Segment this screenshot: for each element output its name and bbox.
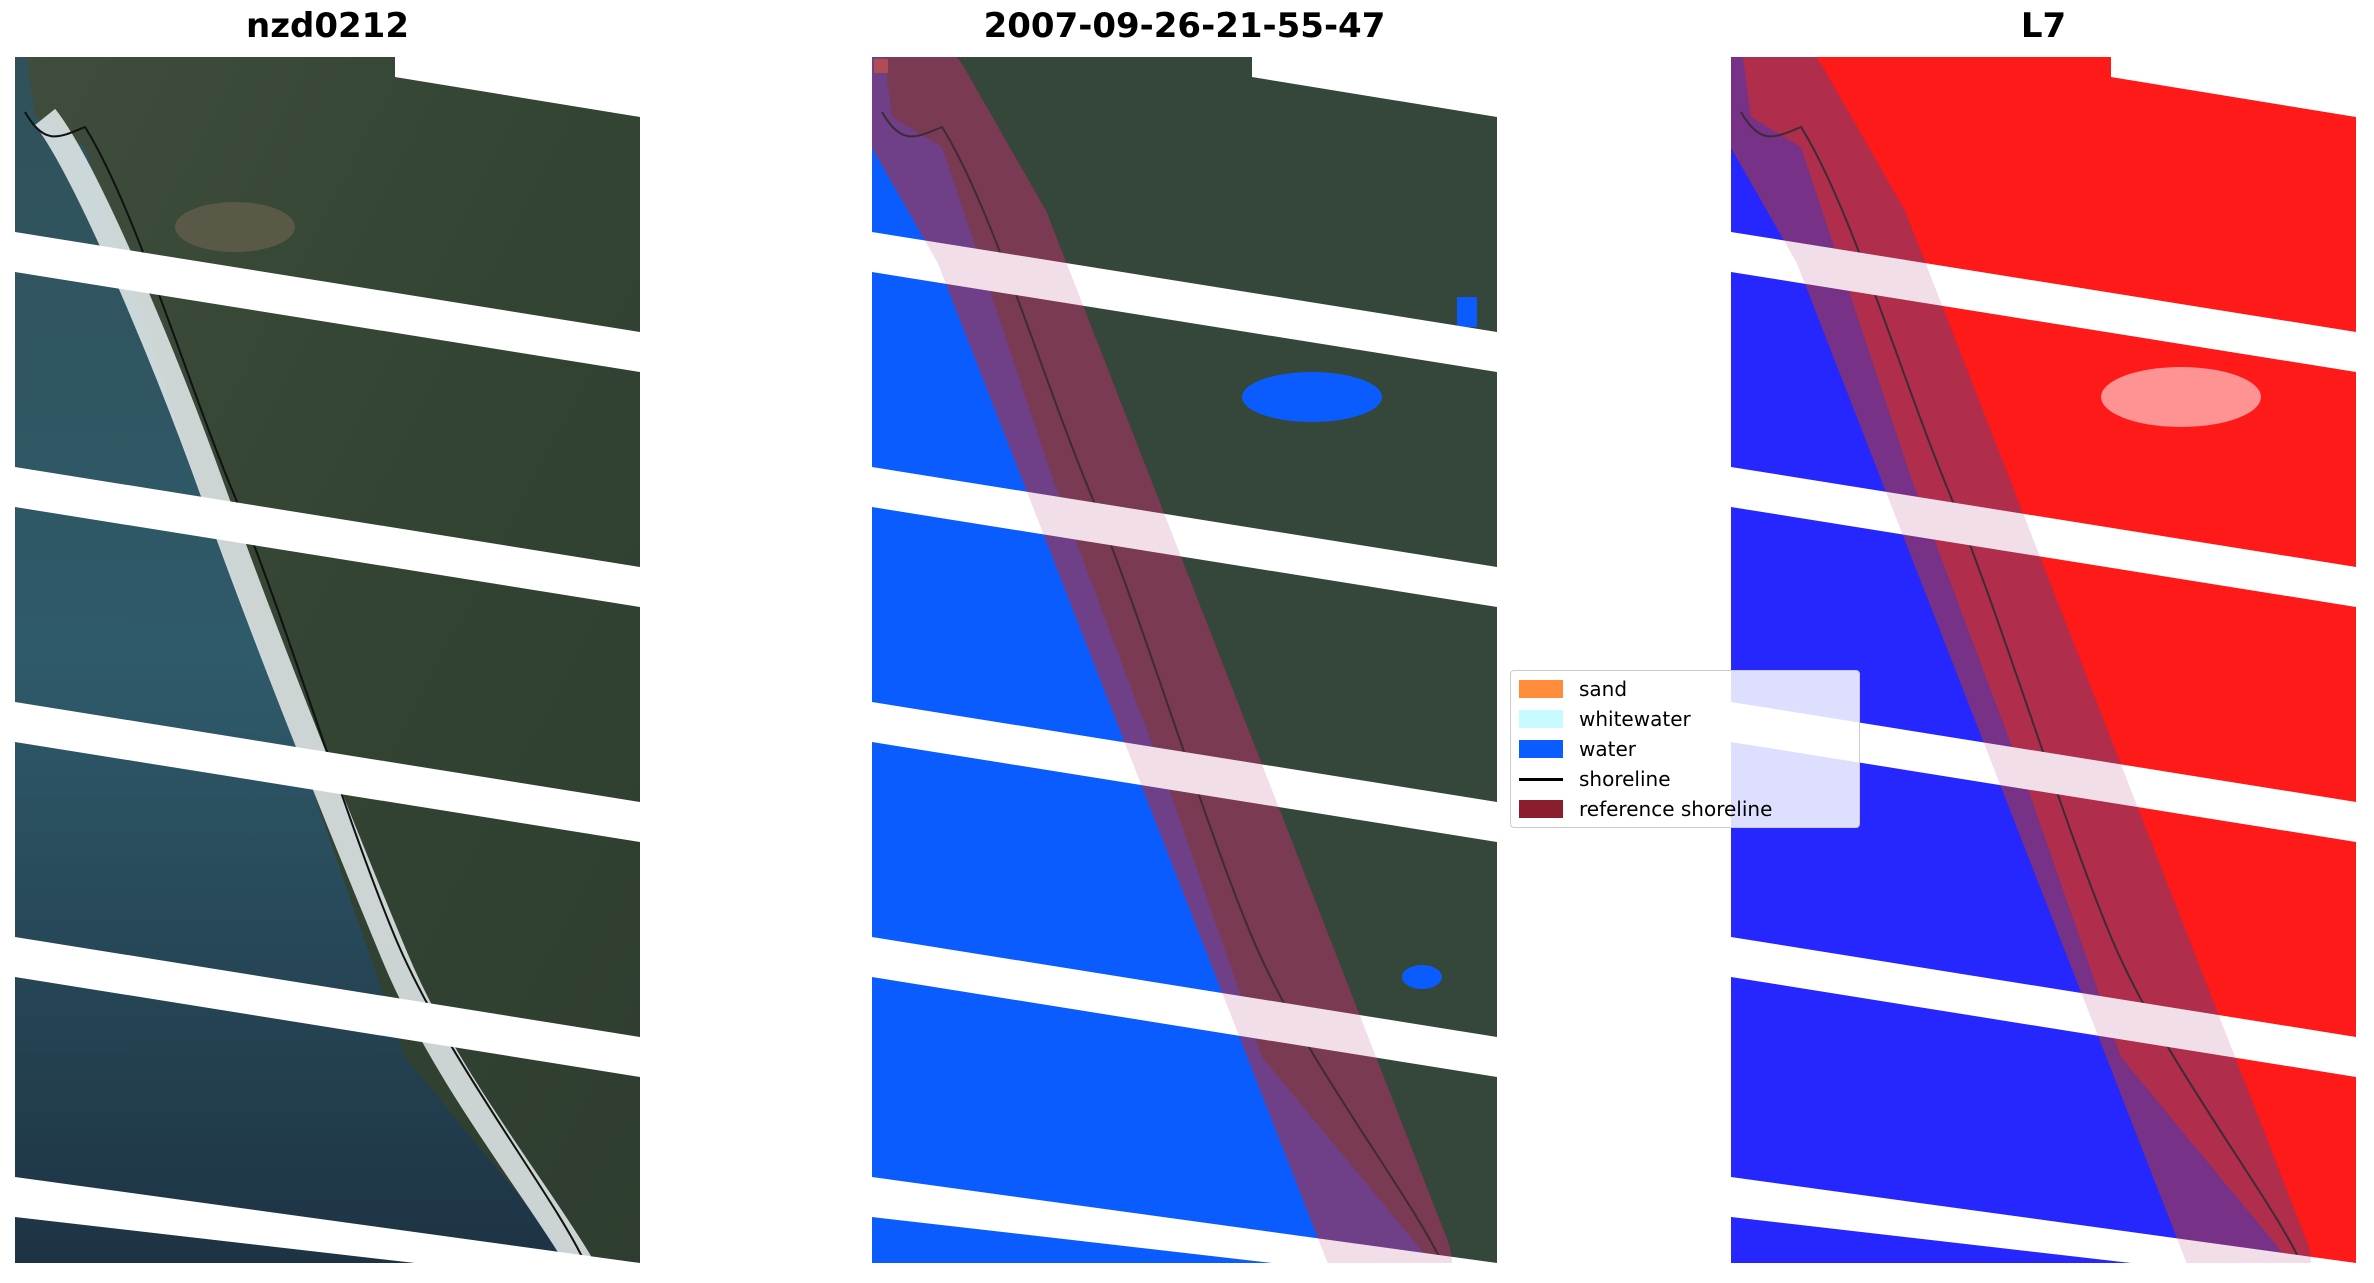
whitewater-swatch xyxy=(1519,710,1563,728)
panel-title-index: L7 xyxy=(2020,6,2067,46)
scanline-gaps xyxy=(1731,57,2356,1263)
legend-item-shoreline: shoreline xyxy=(1519,765,1671,793)
legend-label-reference-shoreline: reference shoreline xyxy=(1579,797,1773,821)
index-panel xyxy=(1731,57,2356,1263)
reference-shoreline-swatch xyxy=(1519,800,1563,818)
classification-panel xyxy=(872,57,1497,1263)
legend-item-water: water xyxy=(1519,735,1636,763)
shoreline-line-swatch xyxy=(1519,777,1563,781)
scanline-gaps xyxy=(872,57,1497,1263)
legend-item-whitewater: whitewater xyxy=(1519,705,1691,733)
legend-label-shoreline: shoreline xyxy=(1579,767,1671,791)
panel-title-rgb: nzd0212 xyxy=(246,6,409,46)
legend-item-reference-shoreline: reference shoreline xyxy=(1519,795,1772,823)
scanline-gaps xyxy=(15,57,640,1263)
legend-item-sand: sand xyxy=(1519,675,1627,703)
legend: sand whitewater water shoreline referenc… xyxy=(1510,670,1860,828)
legend-label-water: water xyxy=(1579,737,1636,761)
sand-swatch xyxy=(1519,680,1563,698)
classification-image xyxy=(872,57,1497,1263)
rgb-image xyxy=(15,57,640,1263)
legend-label-whitewater: whitewater xyxy=(1579,707,1691,731)
inland-water-patches xyxy=(1242,297,1477,989)
panel-title-classified: 2007-09-26-21-55-47 xyxy=(983,6,1386,46)
water-swatch xyxy=(1519,740,1563,758)
rgb-image-panel xyxy=(15,57,640,1263)
legend-label-sand: sand xyxy=(1579,677,1628,701)
index-image xyxy=(1731,57,2356,1263)
